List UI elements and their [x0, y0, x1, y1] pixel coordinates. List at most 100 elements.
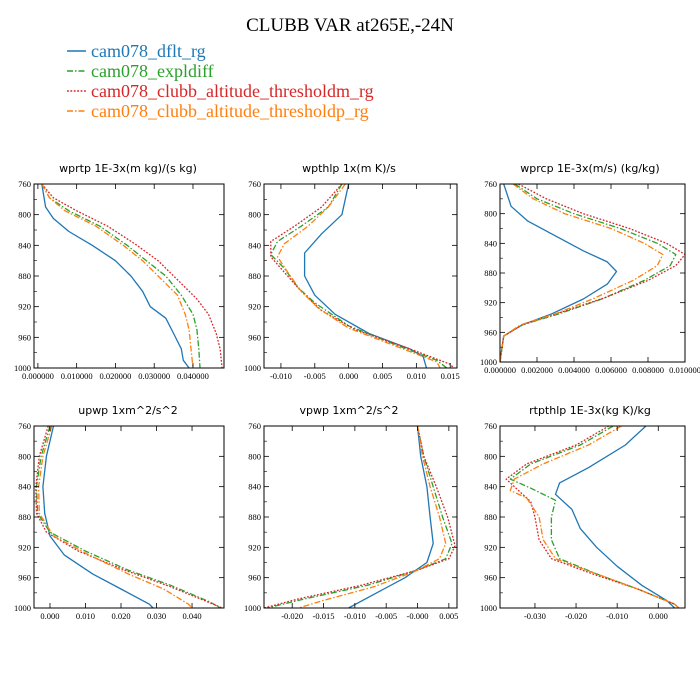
- x-tick-label: -0.015: [313, 611, 335, 621]
- x-tick-label: 0.000000: [22, 371, 54, 381]
- y-tick-label: 960: [484, 327, 497, 337]
- y-tick-label: 880: [248, 512, 261, 522]
- y-tick-label: 1000: [244, 363, 261, 373]
- y-tick-label: 1000: [14, 603, 31, 613]
- series-line-cam078-clubb-altitude-thresholdm-rg: [270, 184, 455, 368]
- plot-frame: [33, 183, 225, 369]
- x-tick-label: 0.004000: [558, 365, 590, 375]
- y-tick-label: 760: [18, 421, 31, 431]
- y-tick-label: 1000: [480, 603, 497, 613]
- x-tick-label: -0.010: [270, 371, 292, 381]
- x-tick-label: 0.006000: [595, 365, 627, 375]
- x-tick-label: 0.020: [111, 611, 130, 621]
- y-tick-label: 880: [484, 512, 497, 522]
- x-tick-label: 0.030000: [138, 371, 170, 381]
- panel-title: wpthlp 1x(m K)/s: [302, 162, 396, 175]
- y-tick-label: 760: [18, 179, 31, 189]
- panel-rtpthlp: rtpthlp 1E-3x(kg K)/kg 760 800 840 880 920 96…: [480, 404, 686, 621]
- panel-upwp: upwp 1xm^2/s^2 760 800 840 880 920 960 1000 0.0…: [14, 404, 225, 621]
- y-tick-label: 760: [248, 179, 261, 189]
- y-tick-label: 760: [248, 421, 261, 431]
- y-tick-label: 800: [484, 209, 497, 219]
- series-line-cam078-clubb-altitude-thresholdm-rg: [264, 426, 456, 608]
- panel-title: wprtp 1E-3x(m kg)/(s kg): [59, 162, 197, 175]
- y-tick-label: 880: [18, 271, 31, 281]
- plot-frame: [263, 183, 458, 369]
- series-line-cam078-clubb-altitude-thresholdp-rg: [509, 426, 680, 608]
- series-line-cam078-clubb-altitude-thresholdp-rg: [37, 426, 193, 608]
- x-tick-label: -0.005: [375, 611, 397, 621]
- y-tick-label: 1000: [480, 357, 497, 367]
- x-tick-label: 0.000: [649, 611, 668, 621]
- series-line-cam078-clubb-altitude-thresholdp-rg: [41, 184, 194, 368]
- plot-frame: [499, 425, 686, 609]
- series-line-cam078-expldiff: [509, 426, 680, 608]
- x-tick-label: 0.010: [407, 371, 426, 381]
- panel-wprcp: wprcp 1E-3x(m/s) (kg/kg) 760 800 840 880 920…: [480, 162, 700, 375]
- legend: cam078_dflt_rg cam078_expldiff cam078_cl…: [67, 41, 374, 121]
- y-tick-label: 880: [18, 512, 31, 522]
- y-tick-label: 840: [484, 238, 497, 248]
- series-line-cam078-dflt-rg: [348, 426, 434, 608]
- y-tick-label: 960: [18, 573, 31, 583]
- panel-wpthlp: wpthlp 1x(m K)/s 7608008408809209601000-…: [244, 162, 460, 381]
- series-line-cam078-expldiff: [270, 184, 448, 368]
- y-tick-label: 760: [484, 179, 497, 189]
- x-tick-label: -0.030: [524, 611, 546, 621]
- y-tick-label: 920: [484, 298, 497, 308]
- x-tick-label: 0.005: [439, 611, 458, 621]
- y-tick-label: 800: [248, 451, 261, 461]
- x-tick-label: 0.000000: [484, 365, 516, 375]
- y-tick-label: 1000: [244, 603, 261, 613]
- x-tick-label: 0.010000: [61, 371, 93, 381]
- panel-title: vpwp 1xm^2/s^2: [299, 404, 398, 417]
- series-line-cam078-expldiff: [41, 184, 201, 368]
- x-tick-label: -0.005: [304, 371, 326, 381]
- x-tick-label: 0.040: [182, 611, 201, 621]
- series-line-cam078-clubb-altitude-thresholdm-rg: [505, 426, 680, 608]
- series-line-cam078-clubb-altitude-thresholdp-rg: [298, 426, 447, 608]
- series-line-cam078-dflt-rg: [554, 426, 676, 608]
- legend-label-3: cam078_clubb_altitude_thresholdp_rg: [91, 101, 369, 121]
- y-tick-label: 800: [484, 451, 497, 461]
- y-tick-label: 1000: [14, 363, 31, 373]
- series-line-cam078-clubb-altitude-thresholdp-rg: [276, 184, 441, 368]
- panel-vpwp: vpwp 1xm^2/s^2 760 800 840 880 920 960 1000 -0.…: [244, 404, 458, 621]
- legend-label-1: cam078_expldiff: [91, 61, 214, 81]
- y-tick-label: 920: [248, 302, 261, 312]
- plot-frame: [33, 425, 225, 609]
- x-tick-label: -0.010: [344, 611, 366, 621]
- panel-title: rtpthlp 1E-3x(kg K)/kg: [529, 404, 651, 417]
- y-tick-label: 800: [248, 210, 261, 220]
- panel-title: wprcp 1E-3x(m/s) (kg/kg): [520, 162, 659, 175]
- panel-title: upwp 1xm^2/s^2: [78, 404, 178, 417]
- y-tick-label: 960: [484, 573, 497, 583]
- x-tick-label: 0.005: [373, 371, 392, 381]
- series-line-cam078-expldiff: [266, 426, 453, 608]
- series-line-cam078-clubb-altitude-thresholdm-rg: [35, 426, 223, 608]
- y-tick-label: 880: [484, 268, 497, 278]
- series-line-cam078-expldiff: [500, 184, 677, 362]
- legend-label-0: cam078_dflt_rg: [91, 41, 206, 61]
- y-tick-label: 920: [484, 542, 497, 552]
- panel-wprtp: wprtp 1E-3x(m kg)/(s kg) 760 800 840 880 920…: [14, 162, 225, 381]
- y-tick-label: 920: [18, 542, 31, 552]
- x-tick-label: 0.040000: [177, 371, 209, 381]
- series-line-cam078-clubb-altitude-thresholdp-rg: [500, 184, 664, 362]
- x-tick-label: -0.020: [281, 611, 303, 621]
- x-tick-label: 0.002000: [521, 365, 553, 375]
- y-tick-label: 920: [18, 302, 31, 312]
- y-tick-label: 960: [248, 332, 261, 342]
- x-tick-label: 0.000: [40, 611, 59, 621]
- y-tick-label: 960: [248, 573, 261, 583]
- x-tick-label: 0.015: [441, 371, 460, 381]
- y-tick-label: 840: [248, 482, 261, 492]
- x-tick-label: 0.000: [339, 371, 358, 381]
- legend-label-2: cam078_clubb_altitude_thresholdm_rg: [91, 81, 374, 101]
- x-tick-label: 0.008000: [632, 365, 664, 375]
- x-tick-label: 0.010000: [669, 365, 700, 375]
- y-tick-label: 800: [18, 451, 31, 461]
- figure-title: CLUBB VAR at265E,-24N: [246, 15, 454, 36]
- x-tick-label: -0.010: [606, 611, 628, 621]
